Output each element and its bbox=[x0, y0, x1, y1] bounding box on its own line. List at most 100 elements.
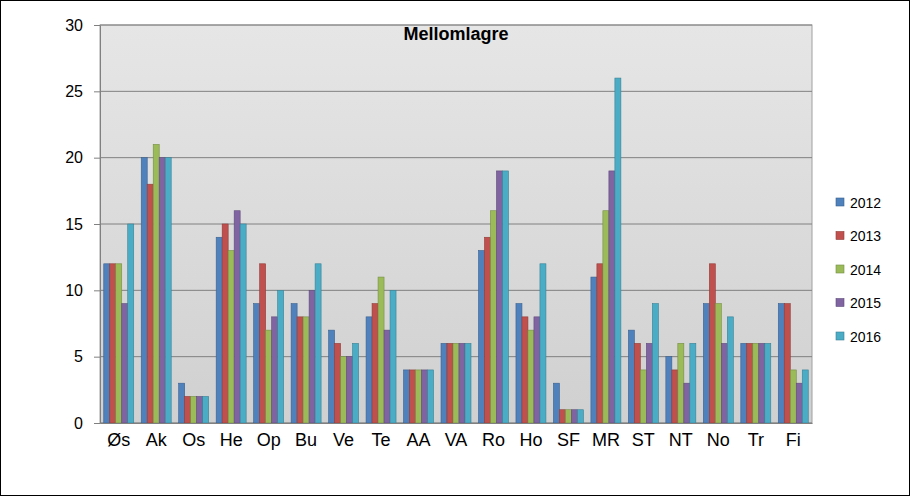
legend: 20122013201420152016 bbox=[836, 195, 881, 345]
bar bbox=[185, 396, 191, 423]
bar-series bbox=[128, 78, 809, 423]
bar bbox=[122, 304, 128, 423]
legend-swatch bbox=[836, 332, 844, 340]
bar bbox=[591, 277, 597, 423]
bar-series bbox=[104, 158, 785, 423]
bar bbox=[191, 396, 197, 423]
x-tick: Tr bbox=[748, 423, 764, 450]
x-tick: He bbox=[220, 423, 243, 450]
bar bbox=[628, 330, 634, 423]
bar bbox=[254, 304, 260, 423]
y-axis: 051015202530 bbox=[65, 17, 100, 432]
bar bbox=[778, 304, 784, 423]
bar bbox=[404, 370, 410, 423]
bar bbox=[597, 264, 603, 423]
x-tick-label: Fi bbox=[786, 430, 801, 450]
x-tick: ST bbox=[632, 423, 655, 450]
y-tick: 15 bbox=[65, 216, 100, 233]
y-tick: 5 bbox=[74, 348, 100, 365]
bar bbox=[634, 343, 640, 423]
y-tick-mark bbox=[94, 224, 100, 225]
x-tick: Ro bbox=[482, 423, 505, 450]
bar bbox=[116, 264, 122, 423]
y-axis-line bbox=[100, 26, 101, 424]
bar bbox=[447, 343, 453, 423]
chart: 051015202530ØsAkOsHeOpBuVeTeAAVARoHoSFMR… bbox=[0, 0, 910, 496]
y-tick-label: 30 bbox=[65, 17, 83, 34]
bar-series bbox=[122, 158, 803, 423]
bar bbox=[559, 410, 565, 423]
bar bbox=[571, 410, 577, 423]
bar bbox=[484, 237, 490, 423]
bar bbox=[478, 251, 484, 423]
legend-label: 2015 bbox=[850, 295, 881, 311]
y-tick-mark bbox=[94, 290, 100, 291]
x-axis: ØsAkOsHeOpBuVeTeAAVARoHoSFMRSTNTNoTrFi bbox=[101, 423, 813, 450]
x-tick-label: SF bbox=[557, 430, 580, 450]
bar bbox=[459, 343, 465, 423]
x-tick: AA bbox=[407, 423, 431, 450]
x-tick-label: He bbox=[220, 430, 243, 450]
bar bbox=[260, 264, 266, 423]
x-tick-label: Os bbox=[182, 430, 205, 450]
x-tick-label: Tr bbox=[748, 430, 764, 450]
bar bbox=[790, 370, 796, 423]
bar bbox=[784, 304, 790, 423]
x-tick-label: Ve bbox=[333, 430, 354, 450]
y-tick: 25 bbox=[65, 83, 100, 100]
bar bbox=[553, 383, 559, 423]
bar bbox=[303, 317, 309, 423]
bar bbox=[565, 410, 571, 423]
y-tick-label: 10 bbox=[65, 282, 83, 299]
bar bbox=[502, 171, 508, 423]
bar bbox=[372, 304, 378, 423]
bar bbox=[240, 224, 246, 423]
x-tick-label: Ho bbox=[519, 430, 542, 450]
chart-border bbox=[1, 1, 910, 496]
bar bbox=[753, 343, 759, 423]
bar bbox=[715, 304, 721, 423]
y-tick: 30 bbox=[65, 17, 100, 34]
bar bbox=[416, 370, 422, 423]
bars bbox=[104, 78, 809, 423]
x-tick: SF bbox=[557, 423, 580, 450]
y-tick-mark bbox=[94, 25, 100, 26]
y-tick-mark bbox=[94, 423, 100, 424]
bar bbox=[759, 343, 765, 423]
bar bbox=[747, 343, 753, 423]
bar bbox=[366, 317, 372, 423]
bar bbox=[104, 264, 110, 423]
grid-line bbox=[100, 290, 812, 291]
x-tick: Te bbox=[372, 423, 391, 450]
x-tick-label: Ak bbox=[146, 430, 168, 450]
bar bbox=[353, 343, 359, 423]
bar bbox=[453, 343, 459, 423]
bar bbox=[228, 251, 234, 423]
bar bbox=[615, 78, 621, 423]
x-tick: VA bbox=[445, 423, 468, 450]
bar bbox=[690, 343, 696, 423]
y-tick-mark bbox=[94, 357, 100, 358]
x-tick: Op bbox=[257, 423, 281, 450]
bar bbox=[410, 370, 416, 423]
y-tick-label: 5 bbox=[74, 348, 83, 365]
bar bbox=[165, 158, 171, 423]
y-tick-mark bbox=[94, 158, 100, 159]
y-tick: 20 bbox=[65, 149, 100, 166]
x-tick-label: Øs bbox=[107, 430, 130, 450]
legend-item: 2016 bbox=[836, 329, 881, 345]
legend-label: 2012 bbox=[850, 195, 881, 211]
y-tick-label: 15 bbox=[65, 216, 83, 233]
x-tick: Os bbox=[182, 423, 205, 450]
y-tick: 10 bbox=[65, 282, 100, 299]
legend-item: 2015 bbox=[836, 295, 881, 311]
legend-item: 2014 bbox=[836, 262, 881, 278]
bar bbox=[741, 343, 747, 423]
bar bbox=[666, 357, 672, 423]
x-tick: No bbox=[707, 423, 730, 450]
y-tick-label: 25 bbox=[65, 83, 83, 100]
bar bbox=[534, 317, 540, 423]
plot-background bbox=[100, 25, 812, 423]
legend-swatch bbox=[836, 265, 844, 273]
x-tick-label: VA bbox=[445, 430, 468, 450]
